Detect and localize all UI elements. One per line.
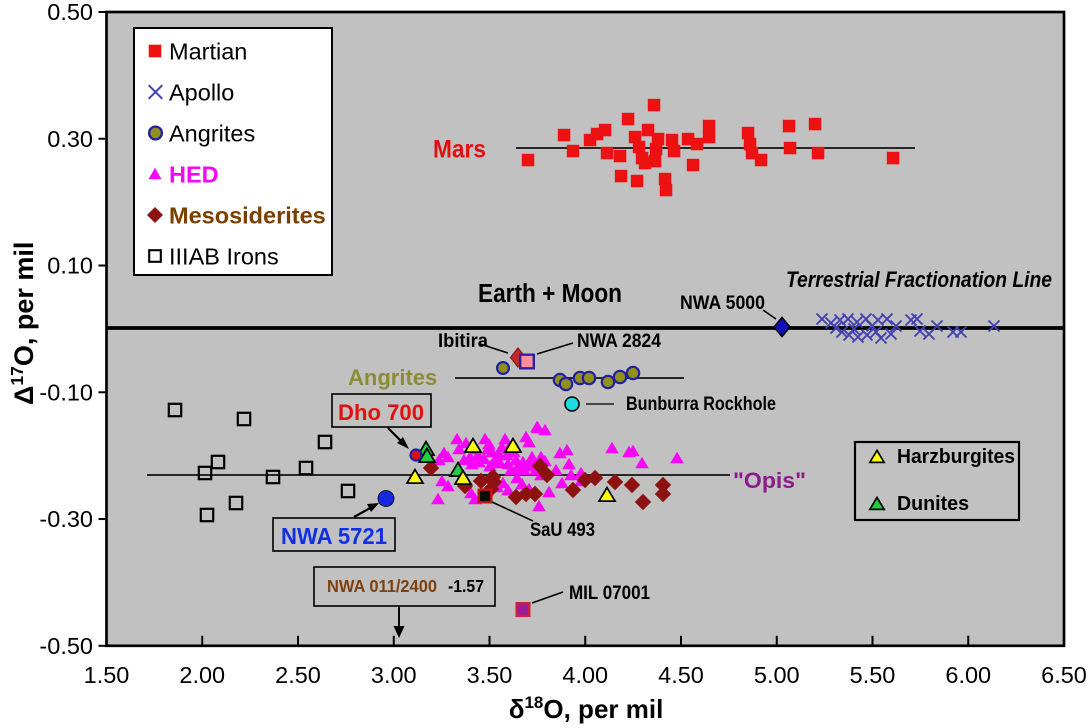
svg-text:0.50: 0.50 (47, 0, 93, 25)
svg-text:NWA 5000: NWA 5000 (680, 293, 765, 314)
svg-text:4.50: 4.50 (658, 662, 704, 688)
svg-text:0.30: 0.30 (47, 126, 93, 152)
svg-text:6.50: 6.50 (1041, 662, 1087, 688)
svg-text:3.00: 3.00 (371, 662, 417, 688)
svg-text:SaU 493: SaU 493 (530, 520, 595, 541)
svg-text:Martian: Martian (169, 39, 247, 65)
svg-text:Ibitira: Ibitira (438, 331, 488, 352)
svg-text:Δ17O, per mil: Δ17O, per mil (7, 242, 39, 405)
svg-text:5.00: 5.00 (754, 662, 800, 688)
svg-text:Earth + Moon: Earth + Moon (478, 280, 622, 308)
svg-text:IIIAB Irons: IIIAB Irons (169, 244, 279, 270)
svg-text:-0.50: -0.50 (39, 633, 93, 659)
svg-text:-0.30: -0.30 (39, 506, 93, 532)
svg-text:Dunites: Dunites (897, 493, 969, 515)
svg-text:2.50: 2.50 (275, 662, 321, 688)
svg-text:δ18O, per mil: δ18O, per mil (509, 693, 664, 724)
svg-text:Angrites: Angrites (169, 121, 255, 147)
svg-text:-1.57: -1.57 (448, 576, 484, 596)
svg-text:"Opis": "Opis" (733, 468, 806, 493)
svg-text:4.00: 4.00 (562, 662, 608, 688)
svg-text:NWA 2824: NWA 2824 (577, 331, 661, 352)
svg-text:MIL 07001: MIL 07001 (569, 583, 650, 604)
svg-text:5.50: 5.50 (850, 662, 896, 688)
svg-text:3.50: 3.50 (467, 662, 513, 688)
svg-text:Bunburra Rockhole: Bunburra Rockhole (626, 394, 776, 415)
svg-text:HED: HED (169, 162, 219, 188)
svg-text:NWA 5721: NWA 5721 (281, 523, 387, 549)
svg-text:Angrites: Angrites (348, 365, 437, 390)
svg-text:Mars: Mars (433, 136, 486, 164)
svg-text:6.00: 6.00 (945, 662, 991, 688)
svg-text:Dho 700: Dho 700 (338, 400, 424, 425)
svg-text:NWA 011/2400: NWA 011/2400 (327, 576, 437, 596)
svg-text:-0.10: -0.10 (39, 379, 93, 405)
svg-text:2.00: 2.00 (179, 662, 225, 688)
svg-text:0.10: 0.10 (47, 253, 93, 279)
svg-text:Mesosiderites: Mesosiderites (169, 203, 326, 229)
svg-text:1.50: 1.50 (84, 662, 130, 688)
svg-text:Harzburgites: Harzburgites (897, 446, 1015, 468)
svg-text:Terrestrial Fractionation Line: Terrestrial Fractionation Line (786, 267, 1052, 292)
svg-text:Apollo: Apollo (169, 80, 234, 106)
